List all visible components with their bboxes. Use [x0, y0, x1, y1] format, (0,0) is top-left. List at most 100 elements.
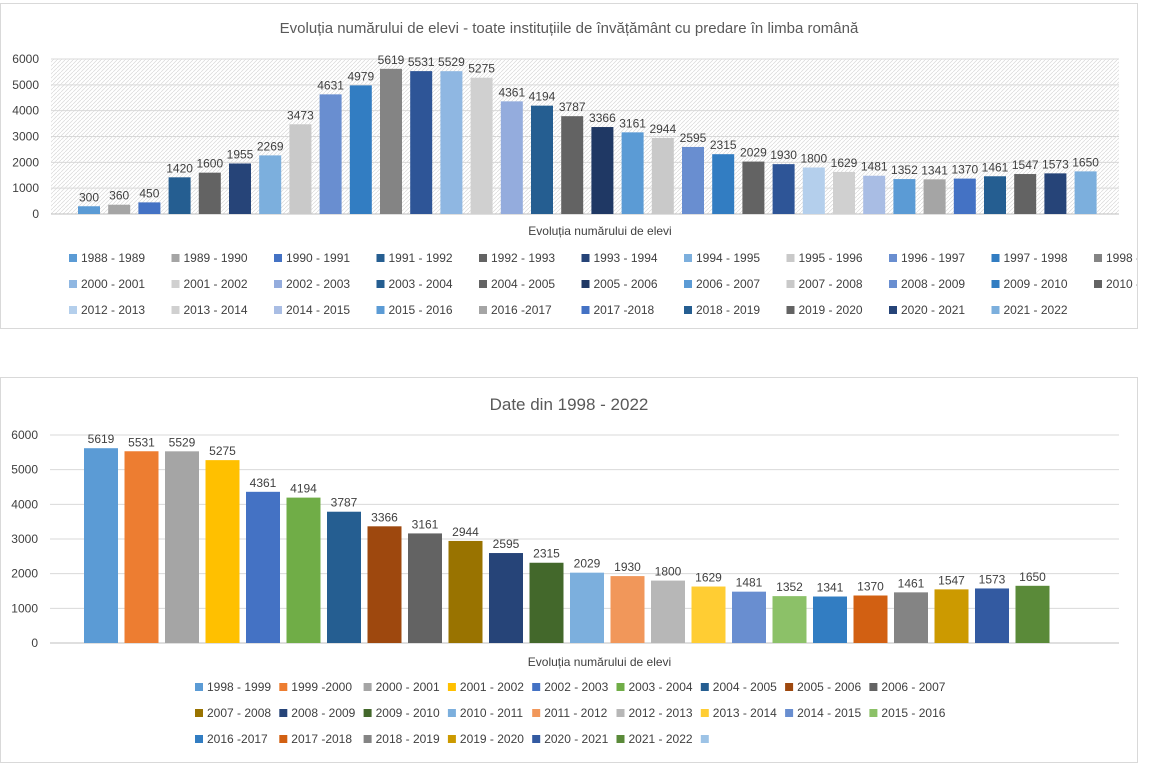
legend-entry: 2007 - 2008: [207, 706, 271, 720]
bar: [893, 179, 916, 214]
legend-entry: 1989 - 1990: [184, 251, 248, 265]
legend-entry: 2018 - 2019: [696, 303, 760, 317]
data-label: 1461: [982, 160, 1009, 174]
legend-swatch: [376, 306, 385, 314]
chart-title: Date din 1998 - 2022: [490, 395, 649, 414]
y-tick-label: 0: [32, 207, 39, 221]
bar: [923, 179, 946, 214]
y-tick-label: 1000: [12, 181, 39, 195]
data-label: 1800: [800, 152, 827, 166]
legend-swatch: [785, 709, 794, 717]
legend-swatch: [684, 254, 692, 262]
bar: [1014, 174, 1037, 214]
bar: [934, 589, 969, 643]
data-label: 3161: [412, 517, 439, 531]
legend-swatch: [279, 735, 288, 743]
data-label: 1352: [891, 163, 918, 177]
legend-swatch: [785, 683, 794, 691]
bar: [349, 85, 372, 215]
legend-entry: 2003 - 2004: [629, 680, 693, 694]
legend-entry: 2005 - 2006: [594, 277, 658, 291]
bar: [772, 596, 807, 643]
legend-entry: 2014 - 2015: [286, 303, 350, 317]
bar: [833, 171, 855, 214]
legend-swatch: [581, 306, 590, 314]
bar: [772, 164, 795, 214]
bar: [712, 154, 735, 214]
data-label: 4361: [250, 476, 277, 490]
legend-swatch: [479, 306, 487, 314]
bar: [529, 562, 564, 643]
bar: [84, 448, 118, 643]
data-label: 1547: [1012, 158, 1039, 172]
legend-swatch: [786, 306, 795, 314]
data-label: 1650: [1019, 570, 1046, 584]
bar: [124, 451, 159, 643]
data-label: 5529: [169, 435, 196, 449]
legend-swatch: [274, 306, 282, 314]
legend-swatch: [869, 709, 878, 717]
data-label: 1800: [655, 565, 682, 579]
legend-entry: 2001 - 2002: [184, 277, 248, 291]
data-label: 5531: [408, 55, 435, 69]
data-label: 2029: [740, 146, 767, 160]
data-label: 4361: [498, 85, 525, 99]
legend-entry: 1998 - 1999: [1106, 251, 1137, 265]
bar: [651, 137, 674, 214]
data-label: 1930: [614, 560, 641, 574]
legend-swatch: [274, 254, 282, 262]
legend-entry: 1999 -2000: [291, 680, 352, 694]
legend-swatch: [363, 735, 372, 743]
bar: [802, 167, 825, 214]
bar: [319, 94, 342, 214]
legend-swatch: [700, 735, 709, 743]
bar: [742, 161, 765, 214]
legend-swatch: [889, 254, 897, 262]
bar: [408, 533, 442, 643]
data-label: 360: [109, 189, 129, 203]
legend-entry: 1991 - 1992: [389, 251, 453, 265]
legend-swatch: [1094, 280, 1102, 288]
data-label: 450: [139, 186, 159, 200]
bar: [448, 540, 483, 643]
legend-entry: 2017 -2018: [291, 732, 352, 746]
data-label: 3473: [287, 108, 314, 122]
legend-swatch: [69, 280, 77, 288]
bar: [853, 595, 888, 643]
data-label: 1370: [857, 580, 884, 594]
bar: [570, 572, 604, 643]
bar: [682, 146, 704, 214]
bar: [591, 127, 614, 214]
legend-entry: 2000 - 2001: [376, 680, 440, 694]
data-label: 2595: [493, 537, 520, 551]
legend-swatch: [195, 709, 203, 717]
legend-entry: 2014 - 2015: [797, 706, 861, 720]
legend-swatch: [786, 254, 795, 262]
bar: [651, 580, 685, 643]
data-label: 2315: [533, 547, 560, 561]
bar: [410, 71, 433, 214]
legend-swatch: [363, 709, 372, 717]
data-label: 2944: [452, 525, 479, 539]
chart-title: Evoluția numărului de elevi - toate inst…: [280, 20, 859, 37]
bar: [813, 596, 847, 643]
legend-swatch: [616, 683, 625, 691]
legend-swatch: [171, 254, 180, 262]
data-label: 2029: [574, 557, 601, 571]
legend-entry: 2011 - 2012: [544, 706, 607, 720]
legend-entry: 2012 - 2013: [629, 706, 693, 720]
bar: [165, 451, 199, 643]
data-label: 3787: [559, 100, 586, 114]
y-tick-label: 3000: [11, 532, 38, 546]
data-label: 4631: [317, 78, 344, 92]
chart-panel-1: Evoluția numărului de elevi - toate inst…: [0, 3, 1138, 329]
legend-swatch: [581, 280, 590, 288]
data-label: 2315: [710, 138, 737, 152]
y-tick-label: 2000: [11, 567, 38, 581]
data-label: 300: [79, 190, 99, 204]
legend-swatch: [447, 683, 456, 691]
legend-swatch: [376, 280, 385, 288]
data-label: 1481: [736, 576, 763, 590]
legend-entry: 2016 -2017: [491, 303, 552, 317]
legend-swatch: [581, 254, 590, 262]
